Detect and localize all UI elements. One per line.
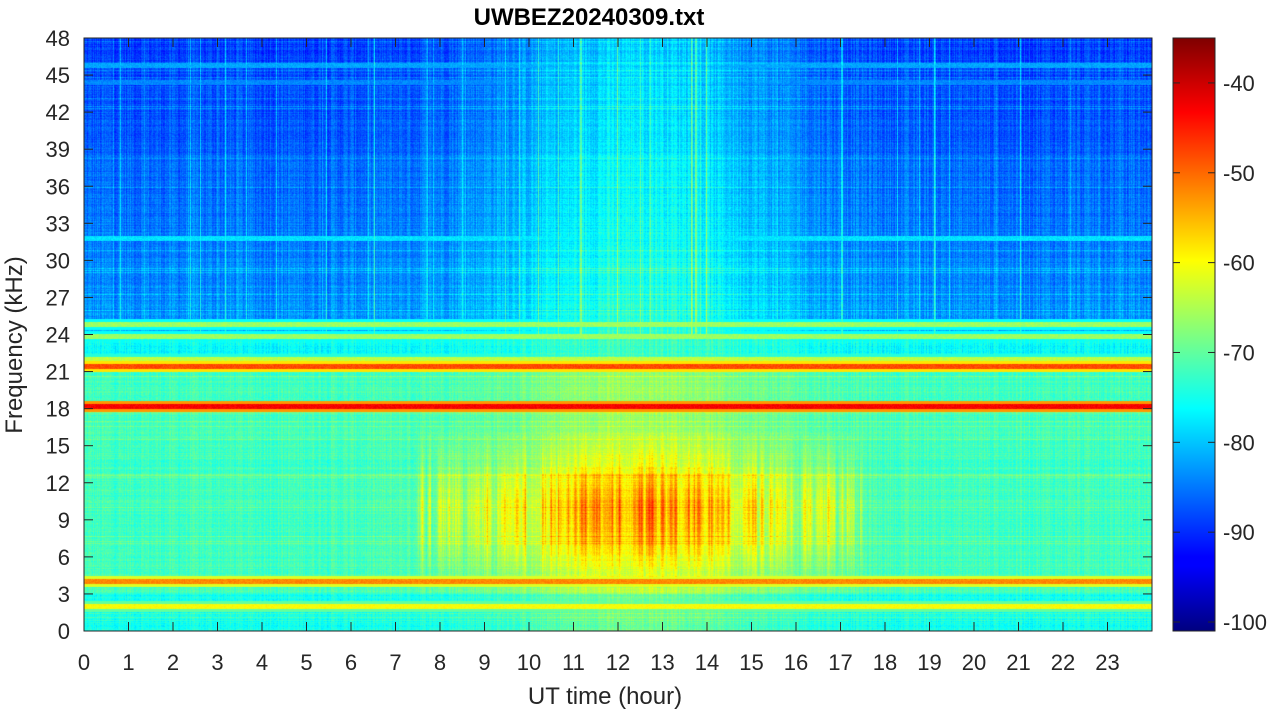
y-tick-label: 21 bbox=[46, 360, 70, 385]
y-axis-label: Frequency (kHz) bbox=[1, 256, 28, 433]
y-tick-label: 27 bbox=[46, 285, 70, 310]
x-axis: 0 1 2 3 4 5 6 7 8 9 10 11 12 13 14 15 16 17 18 19 20 21 22 23 bbox=[78, 38, 1120, 675]
x-tick-label: 18 bbox=[873, 650, 897, 675]
y-tick-label: 9 bbox=[58, 508, 70, 533]
spectrogram-heatmap bbox=[84, 38, 1152, 631]
y-tick-label: 18 bbox=[46, 397, 70, 422]
x-tick-label: 20 bbox=[962, 650, 986, 675]
x-tick-label: 9 bbox=[478, 650, 490, 675]
x-tick-label: 13 bbox=[650, 650, 674, 675]
y-tick-label: 45 bbox=[46, 63, 70, 88]
x-tick-label: 8 bbox=[434, 650, 446, 675]
x-tick-label: 21 bbox=[1006, 650, 1030, 675]
x-tick-label: 11 bbox=[562, 650, 585, 675]
y-tick-label: 42 bbox=[46, 100, 70, 125]
x-tick-label: 7 bbox=[389, 650, 401, 675]
y-tick-label: 33 bbox=[46, 211, 70, 236]
x-tick-label: 6 bbox=[345, 650, 357, 675]
x-tick-label: 0 bbox=[78, 650, 90, 675]
colorbar-tick-label: -70 bbox=[1223, 340, 1255, 365]
x-tick-label: 12 bbox=[606, 650, 630, 675]
colorbar-tick-label: -90 bbox=[1223, 520, 1255, 545]
x-tick-label: 17 bbox=[828, 650, 852, 675]
x-tick-label: 15 bbox=[739, 650, 763, 675]
x-tick-label: 3 bbox=[211, 650, 223, 675]
y-tick-label: 48 bbox=[46, 26, 70, 51]
y-tick-label: 24 bbox=[46, 323, 70, 348]
colorbar-tick-label: -60 bbox=[1223, 251, 1255, 276]
y-tick-label: 15 bbox=[46, 434, 70, 459]
y-tick-label: 30 bbox=[46, 248, 70, 273]
x-tick-label: 10 bbox=[517, 650, 541, 675]
y-tick-label: 0 bbox=[58, 619, 70, 644]
x-tick-label: 22 bbox=[1051, 650, 1075, 675]
y-tick-label: 6 bbox=[58, 545, 70, 570]
x-tick-label: 4 bbox=[256, 650, 268, 675]
y-tick-label: 3 bbox=[58, 582, 70, 607]
x-tick-label: 5 bbox=[300, 650, 312, 675]
x-tick-label: 14 bbox=[695, 650, 719, 675]
colorbar bbox=[1172, 37, 1216, 632]
x-axis-label: UT time (hour) bbox=[528, 683, 682, 710]
chart-title: UWBEZ20240309.txt bbox=[474, 4, 705, 31]
y-tick-label: 36 bbox=[46, 174, 70, 199]
colorbar-tick-label: -80 bbox=[1223, 430, 1255, 455]
x-tick-label: 1 bbox=[122, 650, 134, 675]
colorbar-axis: -100 -90 -80 -70 -60 -50 -40 bbox=[1173, 71, 1267, 635]
colorbar-tick-label: -50 bbox=[1223, 161, 1255, 186]
x-tick-label: 2 bbox=[167, 650, 179, 675]
colorbar-tick-label: -100 bbox=[1223, 610, 1267, 635]
x-tick-label: 16 bbox=[784, 650, 808, 675]
x-tick-label: 23 bbox=[1095, 650, 1119, 675]
y-tick-label: 39 bbox=[46, 137, 70, 162]
colorbar-tick-label: -40 bbox=[1223, 71, 1255, 96]
x-tick-label: 19 bbox=[917, 650, 941, 675]
y-tick-label: 12 bbox=[46, 471, 70, 496]
